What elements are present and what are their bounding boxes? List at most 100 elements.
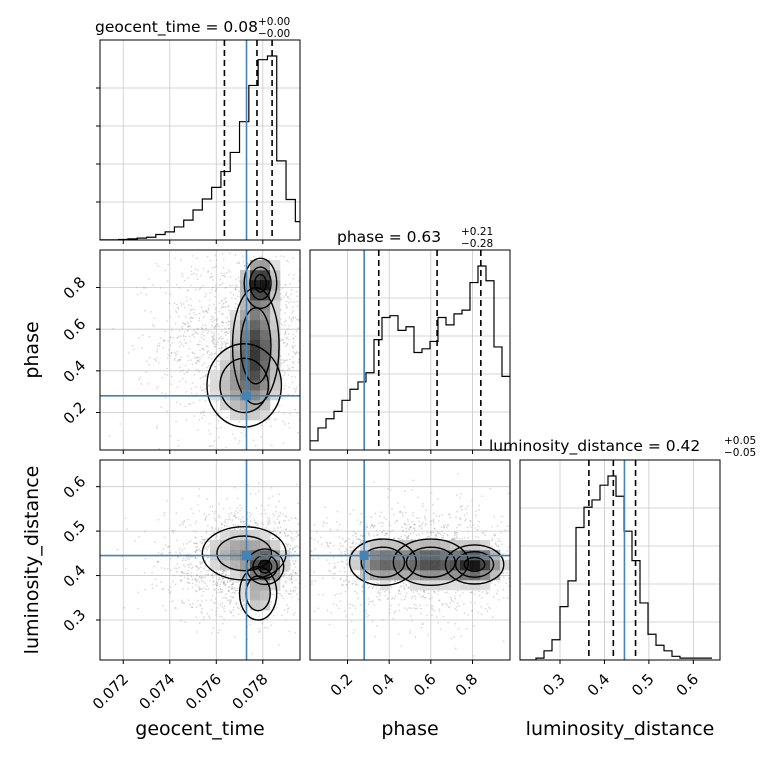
- sample-point: [288, 593, 291, 596]
- sample-point: [288, 426, 291, 429]
- sample-point: [411, 595, 414, 598]
- sample-point: [242, 600, 245, 602]
- sample-point: [356, 578, 359, 581]
- sample-point: [187, 577, 190, 580]
- sample-point: [291, 556, 293, 559]
- sample-point: [380, 511, 383, 514]
- sample-point: [215, 410, 218, 412]
- sample-point: [293, 563, 295, 566]
- sample-point: [296, 572, 298, 575]
- sample-point: [486, 592, 489, 595]
- sample-point: [524, 525, 526, 527]
- sample-point: [516, 559, 518, 561]
- sample-point: [242, 255, 244, 258]
- sample-point: [294, 572, 297, 574]
- sample-point: [489, 607, 491, 610]
- sample-point: [187, 582, 190, 584]
- sample-point: [343, 550, 346, 553]
- sample-point: [286, 342, 289, 345]
- sample-point: [282, 584, 285, 587]
- sample-point: [213, 319, 216, 321]
- sample-point: [211, 315, 213, 318]
- sample-point: [307, 585, 309, 587]
- sample-point: [202, 576, 205, 579]
- sample-point: [285, 543, 288, 546]
- sample-point: [190, 562, 192, 565]
- sample-point: [222, 243, 224, 245]
- sample-point: [326, 548, 328, 550]
- sample-point: [398, 589, 401, 592]
- sample-point: [275, 606, 278, 609]
- sample-point: [221, 605, 223, 608]
- sample-point: [306, 561, 308, 563]
- sample-point: [225, 597, 228, 600]
- sample-point: [454, 591, 457, 594]
- sample-point: [160, 553, 163, 556]
- sample-point: [266, 520, 269, 523]
- sample-point: [194, 542, 196, 545]
- sample-point: [221, 282, 224, 284]
- sample-point: [224, 583, 227, 585]
- sample-point: [493, 533, 495, 536]
- sample-point: [214, 253, 217, 256]
- sample-point: [378, 592, 380, 595]
- sample-point: [171, 341, 174, 344]
- sample-point: [273, 418, 276, 421]
- sample-point: [278, 520, 281, 523]
- sample-point: [211, 577, 214, 580]
- sample-point: [286, 545, 289, 548]
- sample-point: [282, 442, 285, 445]
- sample-point: [218, 629, 221, 631]
- sample-point: [163, 340, 166, 342]
- sample-point: [290, 318, 293, 320]
- sample-point: [270, 530, 273, 533]
- sample-point: [373, 581, 376, 584]
- sample-point: [229, 603, 231, 605]
- sample-point: [267, 616, 270, 619]
- sample-point: [166, 280, 169, 283]
- sample-point: [176, 360, 179, 363]
- sample-point: [156, 425, 158, 427]
- sample-point: [415, 534, 418, 537]
- sample-point: [416, 590, 418, 593]
- sample-point: [403, 522, 406, 525]
- sample-point: [283, 320, 286, 323]
- sample-point: [500, 531, 503, 534]
- sample-point: [205, 569, 208, 572]
- sample-point: [187, 355, 189, 357]
- sample-point: [384, 594, 387, 597]
- sample-point: [215, 427, 218, 430]
- sample-point: [201, 347, 204, 350]
- sample-point: [198, 576, 201, 578]
- sample-point: [491, 545, 493, 548]
- sample-point: [282, 342, 285, 345]
- sample-point: [210, 276, 213, 279]
- sample-point: [227, 590, 230, 592]
- sample-point: [337, 546, 339, 548]
- truth-marker: [242, 551, 252, 561]
- sample-point: [317, 537, 319, 539]
- sample-point: [233, 515, 235, 518]
- density-cell: [230, 540, 241, 551]
- sample-point: [238, 262, 241, 265]
- sample-point: [415, 517, 418, 520]
- sample-point: [354, 590, 356, 593]
- density-cell: [230, 380, 241, 391]
- sample-point: [215, 535, 218, 538]
- sample-point: [367, 533, 370, 536]
- sample-point: [229, 599, 232, 602]
- sample-point: [480, 596, 483, 599]
- sample-point: [304, 276, 306, 278]
- sample-point: [289, 544, 292, 547]
- sample-point: [294, 586, 297, 589]
- sample-point: [402, 514, 404, 517]
- sample-point: [216, 582, 219, 585]
- sample-point: [283, 570, 286, 573]
- sample-point: [271, 537, 274, 540]
- sample-point: [354, 532, 357, 535]
- sample-point: [216, 399, 219, 402]
- sample-point: [145, 371, 148, 374]
- sample-point: [226, 271, 228, 274]
- sample-point: [539, 538, 541, 540]
- sample-point: [289, 572, 292, 575]
